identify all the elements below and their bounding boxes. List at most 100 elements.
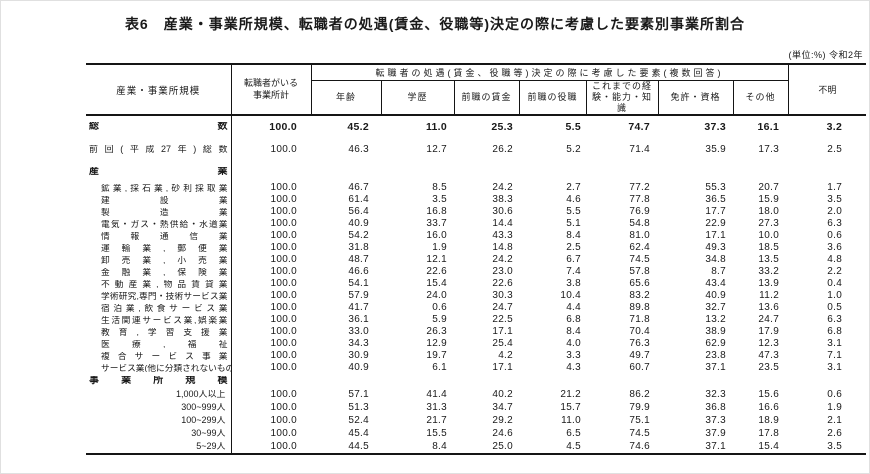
value-cell: 71.4	[629, 143, 650, 155]
value-cell	[519, 374, 586, 388]
row-label: 学術研究, 専門・技術サービス業	[101, 291, 228, 301]
value-cell: 18.9	[758, 414, 780, 426]
value-cell: 33.7	[426, 218, 447, 229]
value-cell: 0.4	[827, 278, 843, 289]
header-factor-other: その他	[733, 80, 789, 116]
value-cell: 100.0	[270, 350, 297, 361]
value-cell: 100.0	[270, 206, 297, 217]
value-cell: 100.0	[270, 266, 297, 277]
value-cell: 43.4	[705, 278, 726, 289]
value-cell	[519, 161, 586, 182]
value-cell: 1.9	[827, 401, 843, 413]
value-cell: 4.4	[566, 302, 581, 313]
value-cell: 3.5	[827, 194, 843, 205]
table-row: 100~299人 100.0 52.4 21.7 29.2 11.0 75.1 37.3 18.…	[86, 414, 866, 427]
table-row: 学術研究, 専門・技術サービス業 100.0 57.9 24.0 30.3 10.4 83.2…	[86, 290, 866, 302]
value-cell: 23.5	[758, 362, 780, 373]
header-factor-license: 免許・資格	[658, 80, 734, 116]
value-cell: 77.8	[629, 194, 650, 205]
value-cell: 4.6	[566, 194, 581, 205]
value-cell: 13.9	[758, 278, 780, 289]
value-cell: 24.2	[492, 254, 513, 265]
value-cell: 100.0	[270, 254, 297, 265]
value-cell: 40.2	[492, 388, 513, 400]
row-label: 事業所規模	[89, 376, 228, 386]
table-row: 不動産業, 物品賃貸業 100.0 54.1 15.4 22.6 3.8 65.6 43.4 13…	[86, 278, 866, 290]
value-cell: 49.3	[705, 242, 726, 253]
value-cell: 46.3	[348, 143, 369, 155]
value-cell: 26.3	[426, 326, 447, 337]
value-cell: 57.8	[629, 266, 650, 277]
value-cell: 32.3	[705, 388, 726, 400]
row-label: 5~29人	[196, 442, 226, 451]
value-cell: 6.8	[566, 314, 581, 325]
value-cell: 5.5	[565, 120, 581, 133]
value-cell: 37.1	[705, 362, 726, 373]
table-row: 生活関連サービス業, 娯楽業 100.0 36.1 5.9 22.5 6.8 71.8 13.2…	[86, 314, 866, 326]
row-label: 卸売業,小売業	[101, 255, 228, 265]
value-cell: 12.7	[426, 143, 447, 155]
value-cell: 8.4	[566, 230, 581, 241]
value-cell: 41.4	[426, 388, 447, 400]
table-row: 前回(平成 27 年) 総数 100.0 46.3 12.7 26.2 5.2 71.4 35.9 1…	[86, 138, 866, 161]
value-cell: 21.2	[560, 388, 581, 400]
table-row: 総数 100.0 45.2 11.0 25.3 5.5 74.7 37.3 16.1 3.2	[86, 115, 866, 138]
value-cell: 23.8	[705, 350, 726, 361]
value-cell: 57.1	[348, 388, 369, 400]
value-cell: 27.3	[758, 218, 780, 229]
value-cell: 7.1	[827, 350, 843, 361]
value-cell: 100.0	[270, 230, 297, 241]
row-label: 鉱業,採石業,砂利採取業	[101, 183, 228, 193]
value-cell: 2.0	[827, 206, 843, 217]
value-cell: 76.9	[629, 206, 650, 217]
value-cell: 100.0	[270, 302, 297, 313]
row-label: 総数	[89, 122, 228, 132]
value-cell	[454, 374, 519, 388]
value-cell: 3.1	[827, 338, 843, 349]
value-cell: 100.0	[270, 314, 297, 325]
value-cell: 16.0	[426, 230, 447, 241]
value-cell: 22.5	[492, 314, 513, 325]
value-cell: 11.0	[425, 120, 447, 133]
value-cell: 22.6	[426, 266, 447, 277]
value-cell: 70.4	[629, 326, 650, 337]
value-cell: 6.3	[827, 314, 843, 325]
value-cell: 100.0	[270, 290, 297, 301]
value-cell	[788, 374, 866, 388]
value-cell: 31.8	[348, 242, 369, 253]
value-cell: 13.5	[758, 254, 780, 265]
value-cell: 1.0	[827, 290, 843, 301]
value-cell: 15.4	[426, 278, 447, 289]
value-cell: 1.9	[432, 242, 447, 253]
value-cell: 13.2	[705, 314, 726, 325]
table-row: 宿泊業, 飲食サービス業 100.0 41.7 0.6 24.7 4.4 89.8 32.7 13…	[86, 302, 866, 314]
value-cell: 8.4	[566, 326, 581, 337]
value-cell: 60.7	[629, 362, 650, 373]
value-cell: 6.8	[827, 326, 843, 337]
value-cell: 0.5	[827, 302, 843, 313]
value-cell: 54.8	[629, 218, 650, 229]
value-cell: 37.3	[705, 414, 726, 426]
row-label: 医療,福祉	[101, 339, 228, 349]
value-cell: 37.9	[705, 427, 726, 439]
value-cell	[381, 161, 454, 182]
value-cell: 54.1	[348, 278, 369, 289]
value-cell: 3.5	[432, 194, 447, 205]
value-cell: 4.8	[827, 254, 843, 265]
header-factor-previous-position: 前職の役職	[519, 80, 587, 116]
value-cell: 5.1	[566, 218, 581, 229]
value-cell: 100.0	[270, 440, 297, 452]
value-cell: 100.0	[270, 401, 297, 413]
row-label: 宿泊業,飲食サービス業	[101, 303, 228, 313]
value-cell: 17.7	[705, 206, 726, 217]
value-cell	[788, 161, 866, 182]
value-cell: 3.8	[566, 278, 581, 289]
value-cell: 2.7	[566, 182, 581, 193]
table-row: 5~29人 100.0 44.5 8.4 25.0 4.5 74.6 37.1 15.4 3.5	[86, 440, 866, 454]
value-cell: 33.0	[348, 326, 369, 337]
value-cell: 74.7	[628, 120, 650, 133]
table-row: 30~99人 100.0 45.4 15.5 24.6 6.5 74.5 37.9 17.8 2.…	[86, 427, 866, 440]
value-cell	[231, 374, 311, 388]
table-title: 表6 産業・事業所規模、転職者の処遇(賃金、役職等)決定の際に考慮した要素別事業…	[124, 16, 746, 32]
